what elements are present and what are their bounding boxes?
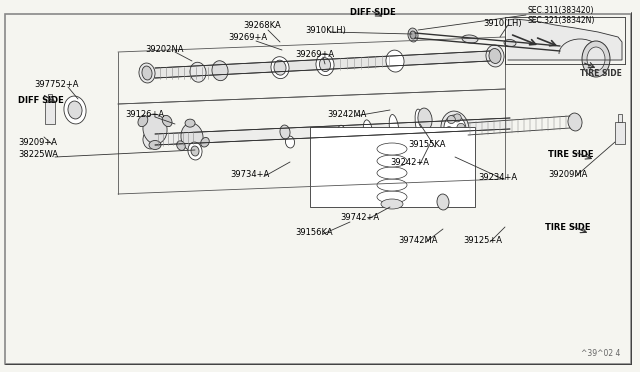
Ellipse shape — [142, 66, 152, 80]
Ellipse shape — [316, 54, 334, 76]
Ellipse shape — [319, 58, 330, 71]
Ellipse shape — [185, 119, 195, 127]
Text: 39742MA: 39742MA — [398, 235, 438, 244]
Text: 39209MA: 39209MA — [548, 170, 588, 179]
Text: 39242MA: 39242MA — [327, 109, 366, 119]
Ellipse shape — [462, 35, 478, 43]
Polygon shape — [155, 51, 490, 78]
Ellipse shape — [504, 39, 516, 46]
Ellipse shape — [181, 123, 203, 151]
Text: TIRE SIDE: TIRE SIDE — [545, 222, 591, 231]
Text: 39209+A: 39209+A — [18, 138, 57, 147]
Ellipse shape — [64, 96, 86, 124]
Ellipse shape — [312, 131, 321, 146]
Ellipse shape — [191, 146, 199, 156]
Ellipse shape — [568, 113, 582, 131]
Text: 39268KA: 39268KA — [243, 20, 281, 29]
Ellipse shape — [441, 111, 469, 147]
Text: 3910(LH): 3910(LH) — [483, 19, 522, 28]
Text: 39126+A: 39126+A — [125, 109, 164, 119]
Ellipse shape — [143, 114, 167, 144]
Ellipse shape — [377, 191, 407, 203]
Ellipse shape — [143, 131, 157, 149]
Ellipse shape — [162, 115, 172, 126]
Text: 39742+A: 39742+A — [340, 212, 379, 221]
Ellipse shape — [415, 109, 425, 139]
Text: 39269+A: 39269+A — [295, 49, 334, 58]
Ellipse shape — [138, 115, 148, 126]
Ellipse shape — [377, 179, 407, 191]
Text: 39156KA: 39156KA — [295, 228, 333, 237]
Bar — [618, 114, 622, 122]
Ellipse shape — [271, 57, 289, 78]
Ellipse shape — [386, 50, 404, 72]
Ellipse shape — [377, 143, 407, 155]
Circle shape — [449, 136, 457, 144]
Ellipse shape — [444, 115, 466, 143]
Bar — [615, 122, 625, 144]
Ellipse shape — [139, 63, 155, 83]
Ellipse shape — [364, 120, 372, 142]
Ellipse shape — [149, 141, 161, 150]
Ellipse shape — [389, 115, 399, 141]
Ellipse shape — [410, 31, 416, 39]
Circle shape — [454, 134, 463, 142]
Text: TIRE SIDE: TIRE SIDE — [580, 68, 622, 77]
Text: 397752+A: 397752+A — [34, 80, 79, 89]
Circle shape — [447, 116, 455, 124]
Ellipse shape — [274, 60, 286, 75]
Circle shape — [453, 114, 461, 122]
Ellipse shape — [489, 48, 501, 64]
Ellipse shape — [408, 28, 418, 42]
Text: SEC.311(383420): SEC.311(383420) — [527, 6, 593, 15]
Text: 39202NA: 39202NA — [145, 45, 184, 54]
Ellipse shape — [201, 138, 209, 147]
Bar — [310, 127, 475, 207]
Text: SEC.321(38342N): SEC.321(38342N) — [527, 16, 595, 25]
Ellipse shape — [377, 155, 407, 167]
Text: 3910KLH): 3910KLH) — [305, 26, 346, 35]
Text: DIFF SIDE: DIFF SIDE — [18, 96, 64, 105]
Ellipse shape — [285, 136, 294, 148]
Ellipse shape — [337, 125, 347, 144]
Ellipse shape — [280, 125, 290, 139]
Circle shape — [457, 124, 465, 131]
Polygon shape — [155, 118, 510, 145]
Polygon shape — [508, 19, 622, 60]
Ellipse shape — [582, 41, 610, 77]
Text: 39125+A: 39125+A — [463, 235, 502, 244]
Text: 39242+A: 39242+A — [390, 157, 429, 167]
Text: TIRE SIDE: TIRE SIDE — [548, 150, 593, 158]
Text: 39269+A: 39269+A — [228, 32, 267, 42]
Ellipse shape — [377, 167, 407, 179]
Ellipse shape — [190, 62, 206, 82]
Text: 39155KA: 39155KA — [408, 140, 445, 148]
Text: DIFF SIDE: DIFF SIDE — [350, 7, 396, 16]
Text: 39234+A: 39234+A — [478, 173, 517, 182]
Text: 38225WA: 38225WA — [18, 150, 58, 158]
Ellipse shape — [188, 142, 202, 160]
Bar — [48, 94, 52, 102]
Ellipse shape — [486, 45, 504, 67]
Bar — [45, 102, 55, 124]
Ellipse shape — [587, 47, 605, 71]
Ellipse shape — [437, 194, 449, 210]
Text: ^39^02 4: ^39^02 4 — [580, 350, 620, 359]
Ellipse shape — [381, 199, 403, 209]
Ellipse shape — [177, 141, 185, 150]
Ellipse shape — [212, 61, 228, 81]
Ellipse shape — [68, 101, 82, 119]
Circle shape — [445, 127, 453, 135]
Text: 39734+A: 39734+A — [230, 170, 269, 179]
Ellipse shape — [418, 108, 432, 130]
